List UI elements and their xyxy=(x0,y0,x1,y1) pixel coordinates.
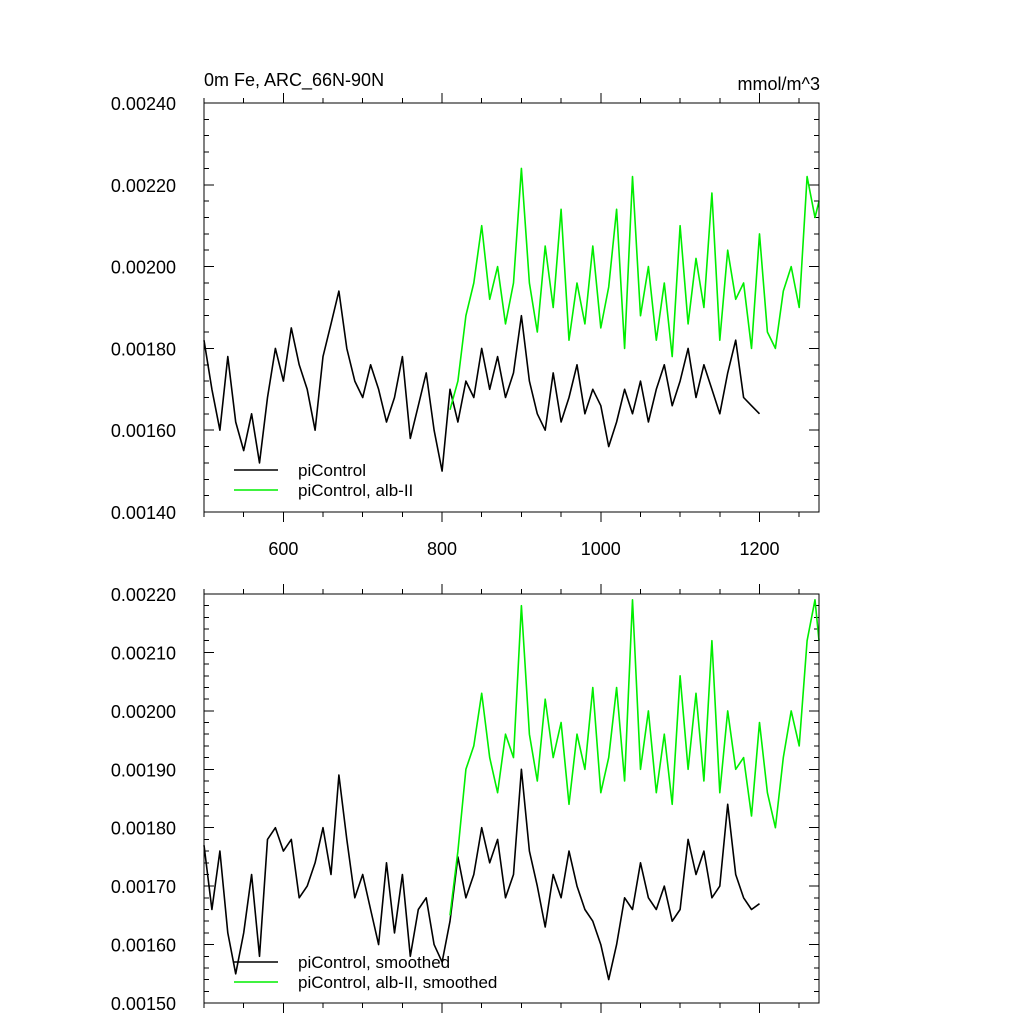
x-tick-label: 600 xyxy=(268,539,298,559)
series-line-picontrol xyxy=(203,290,761,472)
legend-label-picontrol-smoothed: piControl, smoothed xyxy=(298,953,450,972)
y-tick-label: 0.00180 xyxy=(111,339,176,359)
top-panel: 0m Fe, ARC_66N-90N mmol/m^3 0.001400.001… xyxy=(111,70,820,559)
legend-label-picontrol: piControl xyxy=(298,461,366,480)
y-tick-label: 0.00140 xyxy=(111,503,176,523)
top-plot-frame xyxy=(203,102,820,513)
y-tick-label: 0.00220 xyxy=(111,176,176,196)
y-tick-label: 0.00190 xyxy=(111,760,176,780)
y-tick-label: 0.00240 xyxy=(111,94,176,114)
y-tick-label: 0.00160 xyxy=(111,936,176,956)
bottom-panel: 0.00150 0.00160 0.00170 0.00180 0.00190 0.002… xyxy=(111,584,820,1014)
y-tick-label: 0.00150 xyxy=(111,994,176,1014)
legend-label-picontrol-alb: piControl, alb-II xyxy=(298,481,413,500)
y-tick-label: 0.00200 xyxy=(111,702,176,722)
y-tick-label: 0.00220 xyxy=(111,585,176,605)
series-line-picontrol-alb-ii xyxy=(449,598,820,916)
y-tick-label: 0.00200 xyxy=(111,258,176,278)
x-tick-label: 800 xyxy=(427,539,457,559)
top-ticks: 0.00140 0.00160 0.00180 0.00200 0.00220 0.002… xyxy=(111,93,819,559)
top-legend: piControl piControl, alb-II xyxy=(234,461,413,500)
bottom-plot-frame xyxy=(203,593,820,1004)
units-label: mmol/m^3 xyxy=(738,74,820,94)
legend-label-picontrol-alb-smoothed: piControl, alb-II, smoothed xyxy=(298,973,497,992)
y-tick-label: 0.00210 xyxy=(111,643,176,663)
x-tick-label: 1200 xyxy=(739,539,779,559)
series-line-picontrol-alb-ii xyxy=(449,167,820,411)
bottom-lines xyxy=(203,598,820,981)
chart-title: 0m Fe, ARC_66N-90N xyxy=(204,70,384,91)
x-tick-label: 1000 xyxy=(581,539,621,559)
y-tick-label: 0.00160 xyxy=(111,421,176,441)
y-tick-label: 0.00180 xyxy=(111,819,176,839)
bottom-legend: piControl, smoothed piControl, alb-II, s… xyxy=(234,953,497,992)
y-tick-label: 0.00170 xyxy=(111,877,176,897)
bottom-ticks: 0.00150 0.00160 0.00170 0.00180 0.00190 0.002… xyxy=(111,584,819,1014)
top-lines xyxy=(203,167,820,472)
series-line-picontrol xyxy=(203,768,760,981)
